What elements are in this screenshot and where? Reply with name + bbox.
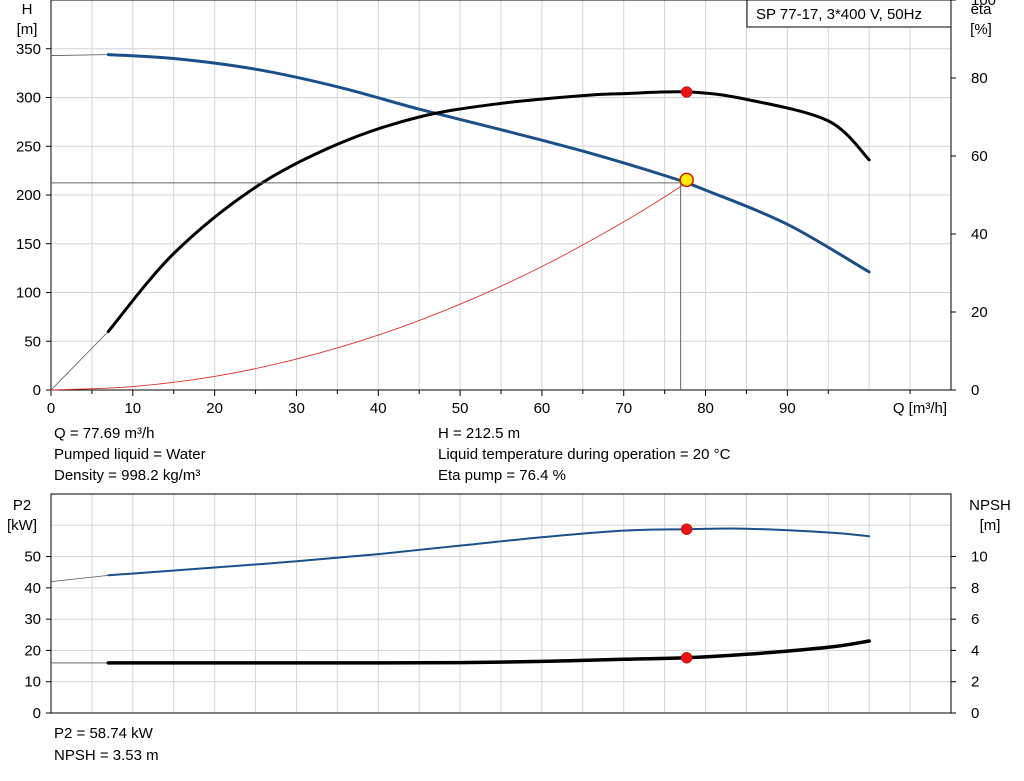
- right-tick-label: 100: [971, 0, 996, 9]
- pumped-liquid-info: Pumped liquid = Water: [54, 446, 206, 463]
- p2-operating-point: [680, 523, 693, 535]
- left-tick-label: 100: [16, 285, 41, 302]
- chart-title-box: [746, 0, 952, 28]
- left-tick-label: 350: [16, 41, 41, 58]
- chart-panel-0: [46, 0, 956, 396]
- x-tick-label: 20: [206, 400, 223, 417]
- series-line-0: [106, 53, 871, 274]
- x-axis-title: Q [m³/h]: [893, 400, 947, 417]
- npsh-operating-point: [680, 652, 693, 664]
- npsh-info: NPSH = 3.53 m: [54, 747, 159, 764]
- right-axis-title: NPSH: [969, 497, 1011, 514]
- left-tick-label: 40: [24, 580, 41, 597]
- left-tick-label: 200: [16, 187, 41, 204]
- p2-info: P2 = 58.74 kW: [54, 725, 153, 742]
- right-tick-label: 10: [971, 549, 988, 566]
- density-info: Density = 998.2 kg/m³: [54, 467, 201, 484]
- left-tick-label: 0: [33, 705, 41, 722]
- series-line-1: [106, 90, 871, 333]
- left-tick-label: 10: [24, 674, 41, 691]
- flow-rate-info: Q = 77.69 m³/h: [54, 425, 155, 442]
- right-tick-label: 40: [971, 226, 988, 243]
- left-tick-label: 300: [16, 90, 41, 107]
- x-tick-label: 70: [615, 400, 632, 417]
- right-axis-title: eta: [971, 1, 993, 18]
- eta-pump-info: Eta pump = 76.4 %: [438, 467, 566, 484]
- x-tick-label: 80: [697, 400, 714, 417]
- eta-operating-point: [680, 86, 693, 98]
- system-curve: [50, 182, 688, 391]
- right-axis-unit: [%]: [970, 21, 992, 38]
- x-tick-label: 30: [288, 400, 305, 417]
- x-tick-label: 90: [779, 400, 796, 417]
- left-tick-label: 30: [24, 611, 41, 628]
- left-axis-title: P2: [13, 497, 31, 514]
- left-axis-unit: [kW]: [7, 517, 37, 534]
- plot-frame: [50, 493, 952, 714]
- left-tick-label: 150: [16, 236, 41, 253]
- x-tick-label: 40: [370, 400, 387, 417]
- x-tick-label: 10: [124, 400, 141, 417]
- x-tick-label: 0: [47, 400, 55, 417]
- left-tick-label: 250: [16, 138, 41, 155]
- left-axis-title: H: [22, 1, 33, 18]
- right-tick-label: 0: [971, 382, 979, 399]
- x-tick-label: 60: [534, 400, 551, 417]
- series-extrapolation: [50, 54, 109, 56]
- left-tick-label: 50: [24, 333, 41, 350]
- x-tick-label: 50: [452, 400, 469, 417]
- right-tick-label: 60: [971, 148, 988, 165]
- chart-panel-1: [46, 493, 956, 714]
- head-info: H = 212.5 m: [438, 425, 521, 442]
- chart-title: SP 77-17, 3*400 V, 50Hz: [756, 6, 922, 23]
- series-extrapolation: [50, 574, 109, 582]
- right-tick-label: 80: [971, 70, 988, 87]
- right-tick-label: 20: [971, 304, 988, 321]
- right-tick-label: 8: [971, 580, 979, 597]
- series-extrapolation: [50, 331, 109, 391]
- right-tick-label: 4: [971, 642, 979, 659]
- right-axis-unit: [m]: [980, 517, 1001, 534]
- liquid-temperature-info: Liquid temperature during operation = 20…: [438, 446, 731, 463]
- right-tick-label: 6: [971, 611, 979, 628]
- left-tick-label: 50: [24, 549, 41, 566]
- left-tick-label: 20: [24, 642, 41, 659]
- series-line-0: [107, 527, 871, 577]
- left-axis-unit: [m]: [17, 21, 38, 38]
- right-tick-label: 0: [971, 705, 979, 722]
- left-tick-label: 0: [33, 382, 41, 399]
- right-tick-label: 2: [971, 674, 979, 691]
- head-operating-point: [679, 172, 694, 188]
- series-line-1: [106, 639, 871, 665]
